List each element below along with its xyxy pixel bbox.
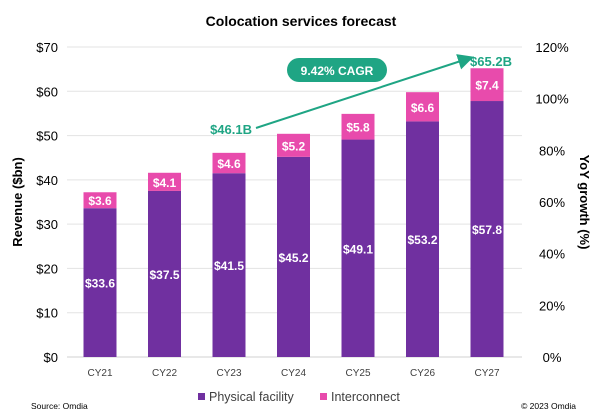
bar-data-label: $33.6 [85,277,115,291]
bar-physical [470,101,504,358]
y-tick-label: $70 [36,40,58,55]
cagr-badge [287,58,387,82]
y-tick-label: $20 [36,261,58,276]
legend-swatch-interconnect [320,393,327,400]
bar-physical [341,139,375,357]
cagr-arrow [255,54,474,129]
x-tick-label: CY24 [281,368,306,379]
bar-data-label: $49.1 [343,242,373,256]
bar-physical [212,173,246,357]
bar-interconnect [341,113,375,140]
y-tick-label: $0 [44,350,58,365]
bar-data-label: $5.2 [282,139,306,153]
bar-data-label: $5.8 [346,121,370,135]
x-tick-label: CY25 [345,368,370,379]
bar-interconnect [470,68,504,102]
y-axis-label: Revenue ($bn) [10,157,25,247]
bar-data-label: $53.2 [407,233,437,247]
bar-data-label: $6.6 [411,101,435,115]
bar-physical [83,208,117,357]
bar-physical [277,156,310,357]
bar-data-label: $57.8 [472,223,502,237]
bar-interconnect [148,172,181,191]
y2-tick-label: 0% [543,350,562,365]
x-tick-label: CY21 [87,368,112,379]
bar-physical [148,190,181,357]
x-tick-label: CY27 [474,368,499,379]
bar-data-label: $37.5 [149,268,179,282]
y2-tick-label: 80% [539,143,565,158]
x-tick-label: CY23 [216,368,241,379]
y2-tick-label: 40% [539,247,565,262]
y-tick-label: $40 [36,173,58,188]
x-tick-label: CY26 [410,368,435,379]
y2-axis-label: YoY growth (%) [577,155,592,250]
y-tick-label: $30 [36,217,58,232]
bar-interconnect [406,92,439,122]
end-value-label: $65.2B [470,54,512,69]
legend-label-interconnect: Interconnect [331,390,400,404]
y2-tick-label: 120% [535,40,569,55]
bar-data-label: $41.5 [214,259,244,273]
bar-interconnect [83,192,117,209]
bar-interconnect [277,133,310,157]
y2-tick-label: 60% [539,195,565,210]
y-tick-label: $10 [36,306,58,321]
bar-interconnect [212,152,246,174]
copyright-note: © 2023 Omdia [521,401,576,411]
bar-data-label: $7.4 [475,79,499,93]
source-note: Source: Omdia [31,401,88,411]
bar-data-label: $4.1 [153,176,177,190]
bar-physical [406,121,439,358]
start-value-label: $46.1B [210,122,252,137]
legend-label-physical: Physical facility [209,390,294,404]
bar-data-label: $45.2 [278,251,308,265]
bar-data-label: $3.6 [88,194,112,208]
cagr-label: 9.42% CAGR [301,64,374,78]
y2-tick-label: 100% [535,92,569,107]
x-tick-label: CY22 [152,368,177,379]
y-tick-label: $60 [36,84,58,99]
y-tick-label: $50 [36,129,58,144]
legend-swatch-physical [198,393,205,400]
y2-tick-label: 20% [539,298,565,313]
bar-data-label: $4.6 [217,157,241,171]
chart-title: Colocation services forecast [206,13,397,29]
